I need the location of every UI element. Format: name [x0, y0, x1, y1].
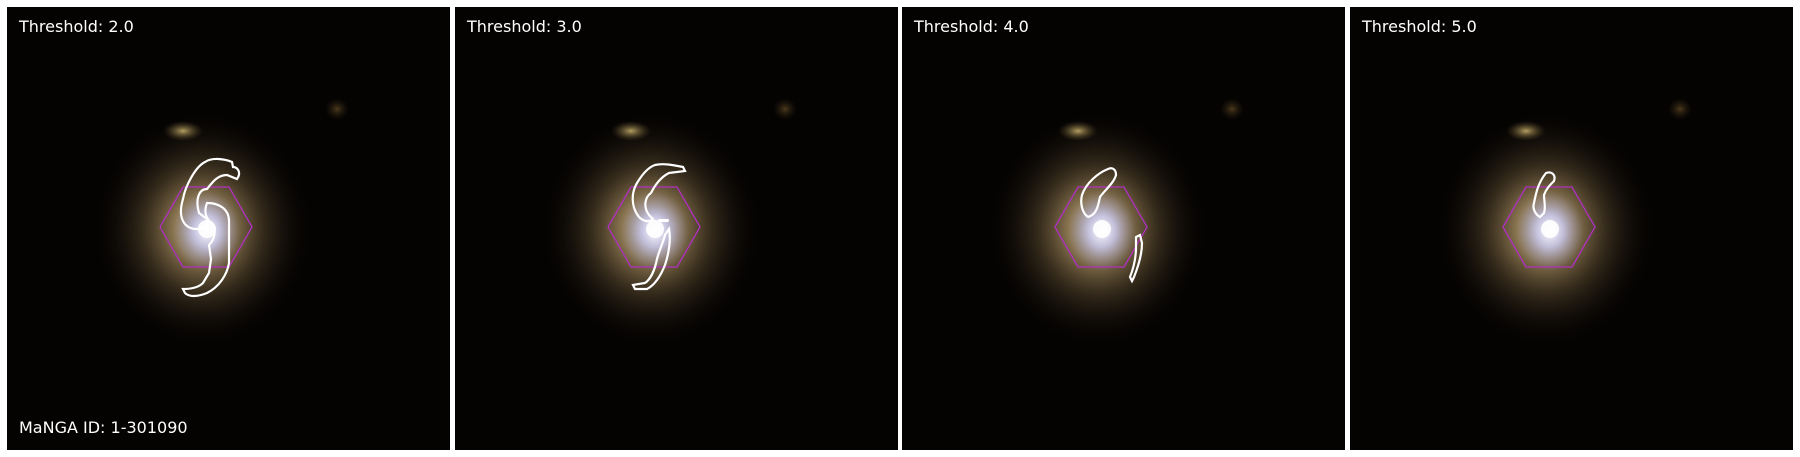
companion-blob	[1506, 121, 1546, 141]
arm-contour	[631, 226, 671, 291]
galaxy-panel-threshold-3: Threshold: 3.0	[455, 7, 898, 450]
galaxy-panel-threshold-5: Threshold: 5.0	[1350, 7, 1793, 450]
galaxy-image	[455, 7, 898, 450]
companion-blob	[1058, 121, 1098, 141]
panel-title: Threshold: 3.0	[467, 17, 582, 36]
companion-blob	[163, 121, 203, 141]
faint-source	[1220, 98, 1244, 120]
ifu-hexagon-icon	[1054, 186, 1148, 268]
arm-contour	[181, 201, 231, 298]
arm-contour	[179, 157, 241, 231]
faint-source	[325, 98, 349, 120]
galaxy-panel-threshold-4: Threshold: 4.0	[902, 7, 1345, 450]
galaxy-image	[7, 7, 450, 450]
faint-source	[1668, 98, 1692, 120]
arm-contour	[631, 163, 687, 223]
galaxy-image	[1350, 7, 1793, 450]
panel-title: Threshold: 4.0	[914, 17, 1029, 36]
arm-contour	[1532, 171, 1556, 219]
panel-title: Threshold: 2.0	[19, 17, 134, 36]
companion-blob	[611, 121, 651, 141]
galaxy-id-label: MaNGA ID: 1-301090	[19, 418, 188, 437]
ifu-hexagon-icon	[1502, 186, 1596, 268]
panel-title: Threshold: 5.0	[1362, 17, 1477, 36]
arm-contour	[1080, 167, 1118, 219]
arm-contour	[1128, 233, 1144, 284]
faint-source	[773, 98, 797, 120]
galaxy-image	[902, 7, 1345, 450]
galaxy-panel-threshold-2: Threshold: 2.0 MaNGA ID: 1-301090	[7, 7, 450, 450]
arm-contour	[658, 219, 669, 222]
ifu-hexagon-icon	[607, 186, 701, 268]
